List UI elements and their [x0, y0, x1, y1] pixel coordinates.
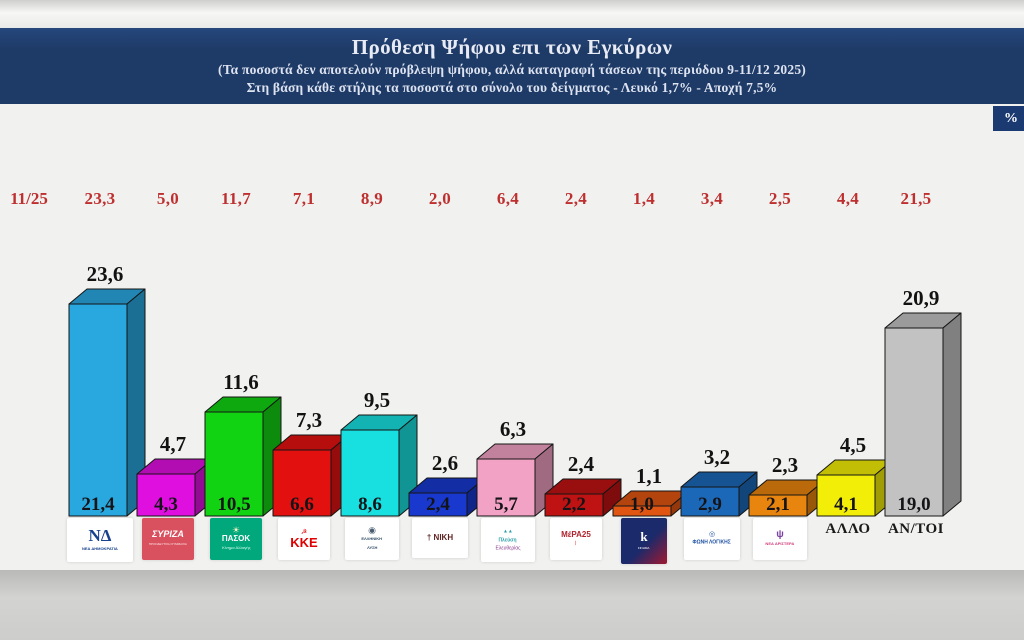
- bar-top-value-2: 4,7: [159, 432, 187, 456]
- previous-value-12: 4,4: [836, 189, 860, 208]
- bar-top-value-3: 11,6: [223, 370, 259, 394]
- bar-front-value-13: 19,0: [897, 494, 931, 515]
- party-logo-5: ◉ ΕΛΛΗΝΙΚΗ ΛΥΣΗ: [345, 518, 399, 560]
- footer-band: A NEWS alco The pulse of society: [0, 570, 1024, 640]
- party-logo-text: † ΝΙΚΗ: [426, 532, 454, 542]
- bar-top-value-5: 9,5: [363, 388, 391, 412]
- bar-11: [748, 479, 826, 517]
- header-banner: Πρόθεση Ψήφου επι των Εγκύρων (Τα ποσοστ…: [0, 28, 1024, 104]
- bar-5: [340, 414, 418, 517]
- party-logo-text: ΝΕΑ ΑΡΙΣΤΕΡΑ: [765, 541, 795, 547]
- party-label-12: ΑΛΛΟ: [825, 521, 871, 537]
- party-label-13: ΑΝ/ΤΟΙ: [887, 521, 945, 537]
- party-logo-text: ΜέΡΑ25: [561, 529, 591, 539]
- previous-value-4: 7,1: [292, 189, 316, 208]
- party-logo-text: ΛΥΣΗ: [366, 545, 378, 550]
- bar-top-value-4: 7,3: [295, 408, 323, 432]
- previous-poll-date: 11/25: [10, 189, 48, 208]
- party-logo-2: ΣΥΡΙΖΑ ΠΡΟΟΔΕΥΤΙΚΗ ΣΥΜΜΑΧΙΑ: [142, 518, 194, 560]
- party-logo-text: k: [640, 528, 648, 544]
- bar-front-value-4: 6,6: [290, 494, 314, 515]
- party-logo-text: ☭: [300, 528, 308, 536]
- bar-front-value-1: 21,4: [81, 494, 115, 515]
- party-logo-text: Κίνημα Αλλαγής: [221, 545, 251, 550]
- previous-value-6: 2,0: [428, 189, 452, 208]
- bar-top-value-1: 23,6: [86, 262, 124, 286]
- bar-8: [544, 478, 622, 517]
- party-logo-6: † ΝΙΚΗ: [412, 518, 468, 558]
- bar-top-value-9: 1,1: [635, 464, 663, 488]
- bar-front-value-12: 4,1: [834, 494, 858, 515]
- party-logo-text: ΕΛΛΗΝΙΚΗ: [361, 536, 383, 542]
- bar-front-value-6: 2,4: [426, 494, 450, 515]
- previous-value-1: 23,3: [84, 189, 116, 208]
- party-logo-4: ☭ ΚΚΕ: [278, 518, 330, 560]
- party-logo-text: ΠΑΣΟΚ: [221, 534, 251, 544]
- bar-9: [612, 490, 690, 517]
- bar-top-value-7: 6,3: [499, 417, 527, 441]
- bar-front-value-5: 8,6: [358, 494, 382, 515]
- party-logo-text: ΚΙΝΗΜΑ: [638, 545, 650, 550]
- bar-front-value-11: 2,1: [766, 494, 790, 515]
- bar-top-value-13: 20,9: [902, 286, 940, 310]
- chart-subtitle-2: Στη βάση κάθε στήλης τα ποσοστά στο σύνο…: [246, 80, 778, 95]
- bar-front-value-7: 5,7: [494, 494, 518, 515]
- bar-front-value-2: 4,3: [154, 494, 178, 515]
- party-logo-3: ☀ ΠΑΣΟΚ Κίνημα Αλλαγής: [210, 518, 262, 560]
- bar-1: [68, 288, 146, 517]
- party-logo-7: ▲▲ Πλεύση Ελευθερίας: [481, 518, 535, 562]
- party-logo-text: ΚΚΕ: [290, 534, 318, 550]
- bar-front-value-8: 2,2: [562, 494, 586, 515]
- bar-front-value-3: 10,5: [217, 494, 251, 515]
- previous-value-13: 21,5: [900, 189, 932, 208]
- previous-value-8: 2,4: [564, 189, 588, 208]
- party-logo-text: ΝΕΑ ΔΗΜΟΚΡΑΤΙΑ: [82, 546, 118, 551]
- previous-value-9: 1,4: [632, 189, 656, 208]
- party-logo-text: ◉: [368, 524, 376, 535]
- party-logo-text: ΣΥΡΙΖΑ: [152, 529, 184, 540]
- previous-value-2: 5,0: [156, 189, 180, 208]
- chart-title: Πρόθεση Ψήφου επι των Εγκύρων: [351, 35, 673, 59]
- party-logo-text: ◎: [708, 531, 716, 539]
- previous-value-11: 2,5: [768, 189, 792, 208]
- party-logo-text: ☀: [231, 524, 241, 535]
- bar-top-value-6: 2,6: [431, 451, 459, 475]
- party-logo-text: ▲▲: [503, 528, 513, 534]
- party-logo-text: ψ: [776, 528, 784, 540]
- previous-value-5: 8,9: [360, 189, 384, 208]
- party-logo-9: k ΚΙΝΗΜΑ: [621, 518, 667, 564]
- party-logo-text: ⟩: [575, 539, 577, 546]
- party-logo-10: ◎ ΦΩΝΗ ΛΟΓΙΚΗΣ: [684, 518, 740, 560]
- chart-subtitle-1: (Τα ποσοστά δεν αποτελούν πρόβλεψη ψήφου…: [218, 62, 806, 77]
- bar-10: [680, 471, 758, 517]
- bar-front-value-9: 1,0: [630, 494, 654, 515]
- previous-value-10: 3,4: [700, 189, 724, 208]
- party-logo-1: ΝΔ ΝΕΑ ΔΗΜΟΚΡΑΤΙΑ: [67, 518, 133, 562]
- party-logo-text: Πλεύση: [498, 536, 518, 543]
- party-logo-text: ΦΩΝΗ ΛΟΓΙΚΗΣ: [692, 539, 732, 546]
- party-logo-8: ΜέΡΑ25 ⟩: [550, 518, 602, 560]
- party-logo-11: ψ ΝΕΑ ΑΡΙΣΤΕΡΑ: [753, 518, 807, 560]
- previous-value-3: 11,7: [220, 189, 251, 208]
- bar-top-value-11: 2,3: [771, 453, 799, 477]
- party-logo-text: ΠΡΟΟΔΕΥΤΙΚΗ ΣΥΜΜΑΧΙΑ: [148, 541, 188, 546]
- percent-unit-badge: %: [993, 106, 1024, 131]
- bar-13: [884, 312, 962, 517]
- previous-value-7: 6,4: [496, 189, 520, 208]
- bar-top-value-8: 2,4: [567, 452, 595, 476]
- bar-top-value-10: 3,2: [703, 445, 731, 469]
- bar-top-value-12: 4,5: [839, 433, 867, 457]
- party-logo-text: ΝΔ: [88, 525, 112, 545]
- top-strip: [0, 0, 1024, 28]
- party-logo-text: Ελευθερίας: [495, 545, 521, 551]
- bar-front-value-10: 2,9: [698, 494, 722, 515]
